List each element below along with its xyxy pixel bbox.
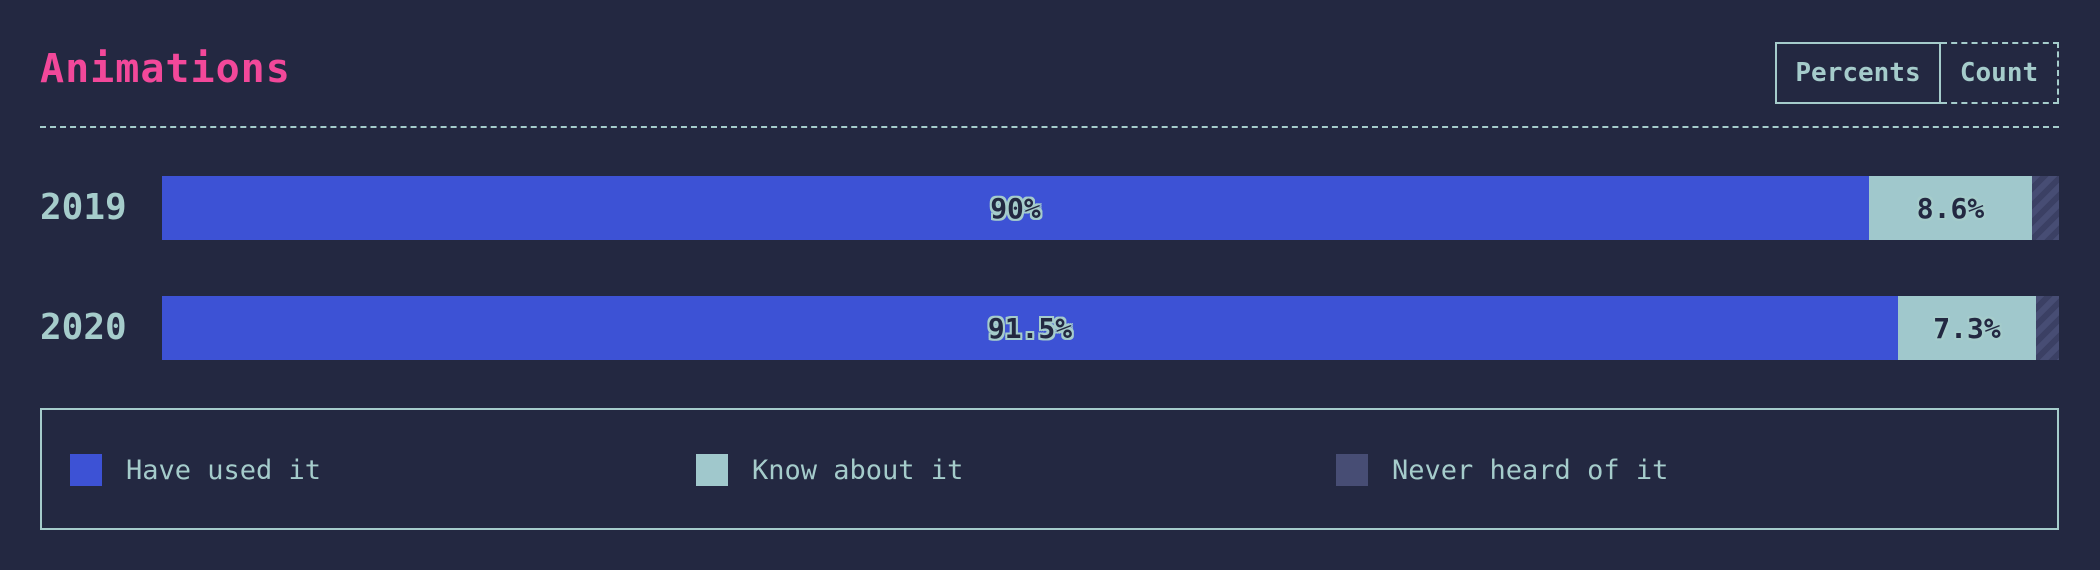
data-label: 90% (990, 191, 1041, 225)
have-used-swatch-icon (70, 454, 102, 486)
data-label: 7.3% (1933, 311, 2001, 345)
never-heard-swatch-icon (1336, 454, 1368, 486)
year-label: 2020 (40, 307, 127, 348)
chart-legend: Have used it Know about it Never heard o… (40, 408, 2059, 530)
legend-label: Know about it (752, 454, 964, 486)
bar-never-heard[interactable] (2032, 176, 2059, 240)
legend-item-never-heard[interactable]: Never heard of it (1336, 454, 1668, 486)
bar-have-used[interactable]: 91.5% (162, 296, 1898, 360)
header-divider (40, 126, 2059, 128)
bar-know-about[interactable]: 8.6% (1869, 176, 2032, 240)
percents-button[interactable]: Percents (1775, 42, 1941, 104)
bar-know-about[interactable]: 7.3% (1898, 296, 2036, 360)
units-toggle: Percents Count (1775, 42, 2059, 104)
legend-label: Never heard of it (1392, 454, 1669, 486)
bar-never-heard[interactable] (2036, 296, 2059, 360)
bar-row-2019: 90% 8.6% (162, 176, 2059, 240)
bar-row-2020: 91.5% 7.3% (162, 296, 2059, 360)
chart-title: Animations (40, 46, 291, 92)
bar-have-used[interactable]: 90% (162, 176, 1869, 240)
legend-item-have-used[interactable]: Have used it (70, 454, 321, 486)
count-button[interactable]: Count (1941, 42, 2059, 104)
year-label: 2019 (40, 187, 127, 228)
know-about-swatch-icon (696, 454, 728, 486)
data-label: 8.6% (1916, 191, 1985, 225)
data-label: 91.5% (987, 311, 1073, 345)
legend-item-know-about[interactable]: Know about it (696, 454, 963, 486)
legend-label: Have used it (126, 454, 322, 486)
